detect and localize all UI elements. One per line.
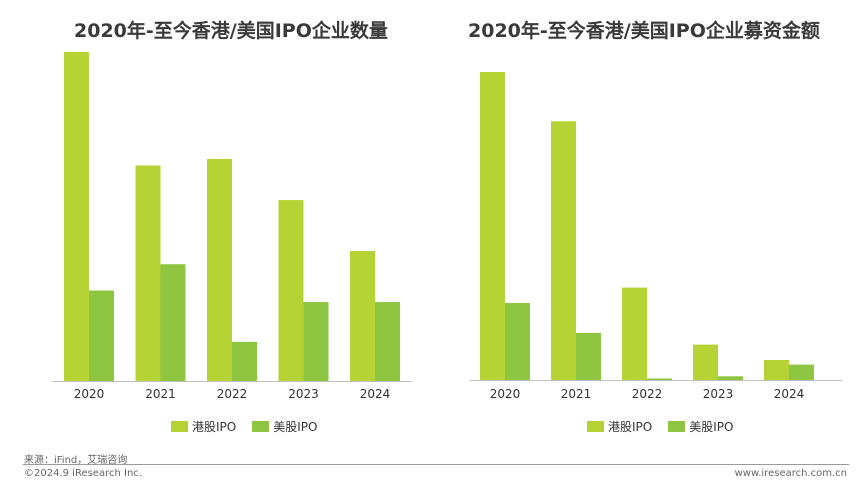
left-bar-chart: 2020 2021 2022 2023 2024 xyxy=(52,52,412,401)
legend-label-us: 美股IPO xyxy=(689,420,734,434)
x-tick-label-2020: 2020 xyxy=(74,387,105,401)
copyright-text: ©2024.9 iResearch Inc. xyxy=(24,468,142,479)
right-chart-legend: 港股IPO 美股IPO xyxy=(587,418,733,435)
legend-label-hk: 港股IPO xyxy=(608,420,653,434)
x-tick-label-2022: 2022 xyxy=(217,387,248,401)
source-note: 来源：iFind，艾瑞咨询 xyxy=(24,455,128,466)
left-chart-title: 2020年-至今香港/美国IPO企业数量 xyxy=(74,20,388,42)
x-tick-label-2023: 2023 xyxy=(703,387,734,401)
bar-hk-2024 xyxy=(764,359,789,380)
legend-label-us: 美股IPO xyxy=(273,420,318,434)
legend-item-us: 美股IPO xyxy=(668,418,733,435)
legend-item-hk: 港股IPO xyxy=(587,418,652,435)
x-tick-label-2022: 2022 xyxy=(632,387,663,401)
x-tick-label-2024: 2024 xyxy=(360,387,391,401)
bar-hk-2022 xyxy=(622,287,647,380)
bar-us-2021 xyxy=(576,332,601,380)
x-tick-label-2021: 2021 xyxy=(561,387,592,401)
x-tick-label-2023: 2023 xyxy=(288,387,319,401)
bar-us-2021 xyxy=(160,264,186,381)
bar-hk-2022 xyxy=(207,158,232,381)
bar-hk-2023 xyxy=(278,200,304,381)
bar-us-2024 xyxy=(789,364,814,380)
legend-item-us: 美股IPO xyxy=(252,418,317,435)
bar-us-2022 xyxy=(232,341,257,381)
legend-item-hk: 港股IPO xyxy=(171,418,236,435)
website-link[interactable]: www.iresearch.com.cn xyxy=(734,468,847,479)
bar-hk-2020 xyxy=(480,72,505,380)
bar-us-2020 xyxy=(505,303,530,380)
footer-divider xyxy=(23,464,849,465)
bar-us-2023 xyxy=(718,376,743,380)
x-tick-label-2020: 2020 xyxy=(490,387,521,401)
right-chart-title: 2020年-至今香港/美国IPO企业募资金额 xyxy=(468,20,820,42)
bar-us-2020 xyxy=(89,290,114,381)
bar-hk-2020 xyxy=(64,52,89,381)
bar-us-2023 xyxy=(303,302,329,381)
legend-swatch-us xyxy=(252,421,270,432)
bar-us-2022 xyxy=(647,378,672,380)
left-chart-legend: 港股IPO 美股IPO xyxy=(171,418,317,435)
bar-hk-2023 xyxy=(693,344,718,380)
bar-hk-2021 xyxy=(551,121,576,380)
x-tick-label-2024: 2024 xyxy=(774,387,805,401)
x-tick-label-2021: 2021 xyxy=(145,387,176,401)
bar-hk-2024 xyxy=(350,251,375,381)
legend-swatch-us xyxy=(668,421,686,432)
right-bar-chart: 2020 2021 2022 2023 2024 xyxy=(470,72,842,401)
legend-swatch-hk xyxy=(587,421,604,432)
bar-us-2024 xyxy=(375,302,400,381)
legend-label-hk: 港股IPO xyxy=(192,420,237,434)
legend-swatch-hk xyxy=(171,421,188,432)
bar-hk-2021 xyxy=(135,165,161,381)
